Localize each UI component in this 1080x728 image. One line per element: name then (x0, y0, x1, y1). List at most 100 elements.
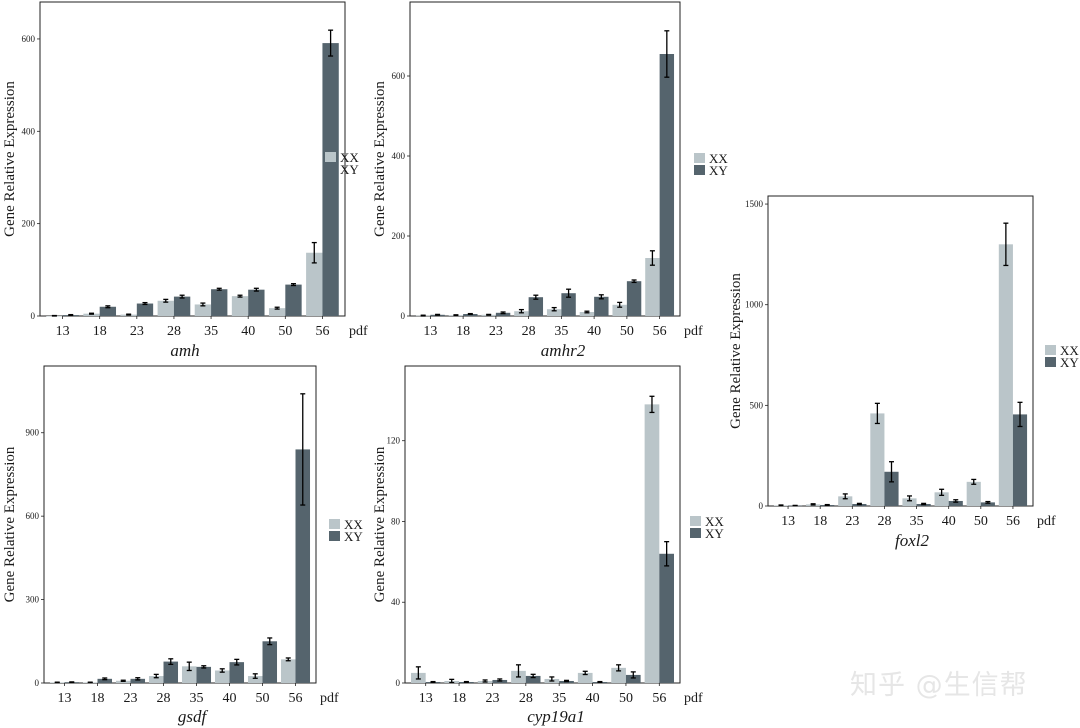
y-tick-label: 40 (391, 597, 401, 607)
bar-xy (659, 54, 675, 316)
legend-swatch-xy (694, 165, 705, 175)
bar-xy (948, 500, 963, 506)
bar-xx (83, 313, 100, 316)
watermark-text: 知乎 @生信帮 (850, 670, 1028, 701)
x-tick-label: 50 (619, 691, 633, 706)
x-tick-label: 23 (130, 324, 144, 339)
bar-xy (262, 641, 278, 683)
bar-xx (838, 496, 853, 506)
bar-xx (268, 308, 286, 316)
chart-amh: 0 200 400 600 13 18 23 28 35 40 50 56 pdf amh Gene Rel… (2, 1, 368, 360)
x-tick-label: 13 (781, 514, 795, 529)
bar-xy (322, 43, 339, 317)
y-tick-label: 0 (396, 678, 401, 688)
x-tick-label: 23 (124, 691, 138, 706)
bar-xy (528, 297, 544, 316)
x-tick-label: 23 (845, 514, 859, 529)
x-tick-label: 18 (456, 324, 470, 339)
x-tick-label: 35 (554, 324, 568, 339)
bar-xx (214, 670, 230, 683)
legend-swatch-xx (694, 153, 705, 163)
y-tick-label: 400 (392, 151, 406, 161)
x-tick-label: 28 (522, 324, 536, 339)
bar-xx (306, 252, 323, 316)
y-tick-label: 600 (392, 71, 406, 81)
y-tick-label: 400 (22, 126, 36, 136)
legend-swatch-xx (325, 152, 336, 162)
bar-xy (295, 449, 311, 683)
x-unit-label: pdf (684, 691, 703, 706)
legend-swatch-xx (329, 519, 340, 529)
x-tick-label: 13 (56, 324, 70, 339)
chart-foxl2: 0 500 1000 1500 13 18 23 28 35 40 50 56 pdf foxl2 Gene… (728, 195, 1079, 550)
x-tick-label: 56 (315, 324, 329, 339)
bar-xx (611, 667, 626, 683)
bar-xy (625, 674, 641, 683)
x-unit-label: pdf (320, 691, 339, 706)
bar-xy (626, 281, 642, 316)
x-tick-label: 40 (942, 514, 956, 529)
bar-xy (980, 502, 995, 506)
bar-xy (173, 296, 191, 316)
bar-xy (97, 678, 113, 683)
bar-xx (194, 304, 212, 316)
x-unit-label: pdf (349, 324, 368, 339)
x-tick-label: 40 (586, 691, 600, 706)
y-tick-label: 1500 (745, 199, 764, 209)
bar-xy (163, 661, 179, 683)
gene-label: amhr2 (541, 341, 586, 360)
bar-xx (902, 498, 917, 506)
legend-label-xy: XY (705, 526, 724, 541)
bar-xx (181, 666, 197, 683)
gene-label: amh (170, 341, 199, 360)
plot-frame (404, 365, 681, 684)
bar-xy (229, 662, 245, 683)
bar-xx (934, 492, 949, 506)
x-tick-label: 18 (813, 514, 827, 529)
bar-xx (546, 309, 562, 316)
bar-xy (561, 293, 576, 316)
x-tick-label: 23 (485, 691, 499, 706)
y-tick-label: 900 (26, 428, 40, 438)
x-tick-label: 13 (419, 691, 433, 706)
y-axis-label: Gene Relative Expression (372, 446, 388, 602)
bar-xx (966, 481, 981, 506)
legend-label-xy: XY (709, 163, 728, 178)
x-tick-label: 28 (877, 514, 891, 529)
x-tick-label: 50 (620, 324, 634, 339)
bar-xx (579, 312, 595, 316)
x-tick-label: 40 (223, 691, 237, 706)
x-tick-label: 13 (58, 691, 72, 706)
y-tick-label: 0 (31, 311, 36, 321)
legend-label-xx: XX (1060, 343, 1079, 358)
bar-xx (644, 404, 660, 683)
bar-xy (495, 312, 511, 316)
bar-xx (157, 300, 174, 316)
y-tick-label: 300 (26, 595, 40, 605)
chart-cyp19a1: 0 40 80 120 13 18 23 28 35 40 50 56 pdf cyp19a1 Gene R… (372, 365, 724, 726)
legend-swatch-xy (690, 528, 701, 538)
legend-label-xx: XX (705, 514, 724, 529)
x-tick-label: 56 (652, 691, 666, 706)
chart-gsdf: 0 300 600 900 13 18 23 28 35 40 50 56 pdf gsdf Gene Re… (2, 365, 363, 726)
bar-xy (211, 289, 228, 316)
y-tick-label: 600 (22, 34, 36, 44)
x-tick-label: 56 (289, 691, 303, 706)
bar-xx (998, 244, 1013, 506)
x-tick-label: 35 (552, 691, 566, 706)
x-tick-label: 35 (204, 324, 218, 339)
y-tick-label: 600 (26, 511, 40, 521)
x-tick-label: 18 (91, 691, 105, 706)
bar-xx (148, 676, 164, 683)
y-axis-label: Gene Relative Expression (2, 81, 18, 237)
plot-frame (767, 195, 1034, 507)
bar-xx (280, 659, 296, 683)
x-tick-label: 56 (653, 324, 667, 339)
x-tick-label: 40 (241, 324, 255, 339)
y-tick-label: 80 (391, 516, 401, 526)
bar-xy (659, 553, 674, 683)
y-tick-label: 120 (387, 436, 401, 446)
y-tick-label: 0 (35, 678, 40, 688)
bar-xy (1012, 414, 1028, 506)
legend-swatch-xx (1045, 345, 1056, 355)
